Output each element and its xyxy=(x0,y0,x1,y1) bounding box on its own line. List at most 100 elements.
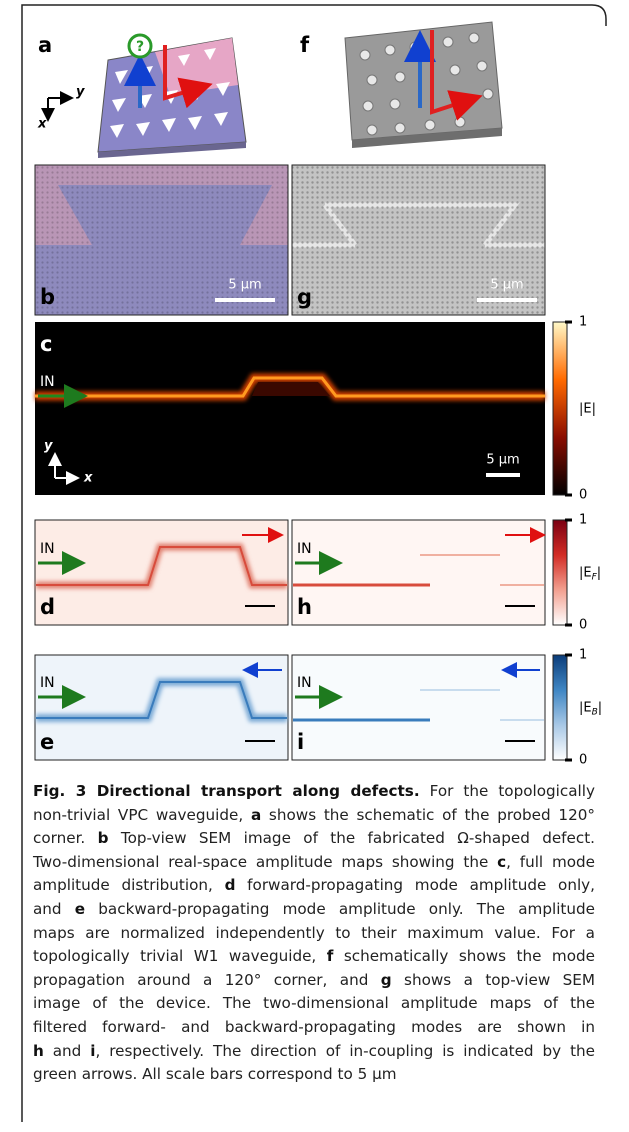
caption-text: backward-propagating mode amplitude only… xyxy=(85,899,595,918)
colorbar-label-part: | xyxy=(598,700,602,715)
caption-text: shows a top-view SEM xyxy=(391,970,595,989)
in-label: IN xyxy=(40,675,55,691)
caption-text: Top-view SEM image of the fabricated Ω-s… xyxy=(108,829,595,848)
panel-label: e xyxy=(40,730,54,754)
schematic-f xyxy=(344,21,503,148)
scale-label: 5 μm xyxy=(490,278,523,293)
panel-label: a xyxy=(38,33,52,57)
in-label: IN xyxy=(40,541,55,557)
caption-line: Fig. 3 Directional transport along defec… xyxy=(33,780,595,804)
shape xyxy=(110,124,124,138)
caption-line: amplitude distribution, d forward-propag… xyxy=(33,874,595,898)
shape xyxy=(188,116,202,130)
caption-text: Two-dimensional real-space amplitude map… xyxy=(33,852,498,871)
caption-line: propagation around a 120° corner, and g … xyxy=(33,969,595,993)
panel-label: f xyxy=(300,33,310,57)
mode-core xyxy=(35,376,545,398)
colorbar-tick-label: 1 xyxy=(579,513,587,528)
shape xyxy=(454,116,466,128)
caption-line: Two-dimensional real-space amplitude map… xyxy=(33,851,595,875)
shape xyxy=(389,98,401,110)
mode-bulk xyxy=(252,382,330,396)
map-c: IN y x 5 μm xyxy=(35,322,545,495)
colorbar-scale xyxy=(552,519,568,626)
colorbar-label-part: |E xyxy=(579,700,592,715)
shape xyxy=(359,49,371,61)
colorbar-tick-label: 0 xyxy=(579,753,587,768)
caption-text: maps are normalized independently to the… xyxy=(33,923,595,942)
colorbar-tick-label: 1 xyxy=(579,315,587,330)
caption-line: h and i, respectively. The direction of … xyxy=(33,1040,595,1064)
caption-text: amplitude distribution, xyxy=(33,876,225,895)
map-i: IN xyxy=(291,654,546,761)
panel-label: g xyxy=(297,285,312,309)
sem-g: 5 μm xyxy=(291,164,546,316)
caption-text: h xyxy=(33,1041,44,1060)
shape xyxy=(136,122,150,136)
caption-text: non-trivial VPC waveguide, xyxy=(33,805,251,824)
question-mark: ? xyxy=(136,39,144,55)
shape xyxy=(362,100,374,112)
shape xyxy=(216,82,230,96)
colorbar: 0 1 |EB| xyxy=(552,648,602,768)
caption-text: schematically shows the mode xyxy=(333,947,595,966)
caption-text: topologically trivial W1 waveguide, xyxy=(33,947,327,966)
caption-text: propagation around a 120° corner, and xyxy=(33,970,381,989)
caption-text: Fig. 3 Directional transport along defec… xyxy=(33,782,420,800)
caption-text: green arrows. All scale bars correspond … xyxy=(33,1065,397,1084)
colorbar-label-part: | xyxy=(597,565,601,580)
sem-texture xyxy=(291,164,546,316)
shape xyxy=(384,44,396,56)
panel-label: d xyxy=(40,595,55,619)
colorbar-scale xyxy=(552,654,568,761)
caption-text: d xyxy=(224,876,236,895)
panel-label: i xyxy=(297,730,304,754)
mode-faint xyxy=(420,689,544,721)
caption-line: maps are normalized independently to the… xyxy=(33,922,595,946)
frame xyxy=(21,4,607,1122)
shape xyxy=(112,98,126,112)
caption-text: c xyxy=(497,852,507,871)
arrow-forward xyxy=(430,30,483,121)
shape xyxy=(468,32,480,44)
shape xyxy=(424,119,436,131)
mode-faint xyxy=(420,554,544,586)
map-h: IN xyxy=(291,519,546,626)
scale-label: 5 μm xyxy=(228,278,261,293)
shape xyxy=(482,88,494,100)
colorbar-tick-label: 0 xyxy=(579,488,587,503)
caption-text: , respectively. The direction of in-coup… xyxy=(95,1041,595,1060)
shape xyxy=(366,124,378,136)
map-e: IN xyxy=(34,654,289,761)
axes-a: y x xyxy=(37,85,85,132)
colorbar-label: |EB| xyxy=(579,700,602,717)
caption-text: corner. xyxy=(33,829,98,848)
caption-text: i xyxy=(90,1041,96,1060)
caption-line: and e backward-propagating mode amplitud… xyxy=(33,898,595,922)
caption-line: topologically trivial W1 waveguide, f sc… xyxy=(33,945,595,969)
colorbar-label: |E| xyxy=(579,401,596,416)
in-label: IN xyxy=(297,675,312,691)
in-label: IN xyxy=(297,541,312,557)
colorbar-tick-label: 0 xyxy=(579,618,587,633)
caption-text: , full mode xyxy=(506,852,596,871)
panel-label: c xyxy=(40,332,52,356)
axis-label: y xyxy=(44,439,53,454)
caption-line: image of the device. The two-dimensional… xyxy=(33,992,595,1016)
shape xyxy=(204,48,216,60)
map-d: IN xyxy=(34,519,289,626)
caption-text: a xyxy=(250,805,262,824)
arrow-forward xyxy=(163,45,213,109)
sem-texture xyxy=(34,164,289,316)
caption-text: image of the device. The two-dimensional… xyxy=(33,994,595,1013)
shape xyxy=(366,74,378,86)
in-label: IN xyxy=(40,374,55,390)
panel-label: h xyxy=(297,595,312,619)
caption-text: forward-propagating mode amplitude only, xyxy=(235,876,596,895)
shape xyxy=(178,54,190,66)
shape xyxy=(394,122,406,134)
axis-label: x xyxy=(37,117,47,132)
caption-text: and xyxy=(43,1041,91,1060)
shape xyxy=(394,71,406,83)
